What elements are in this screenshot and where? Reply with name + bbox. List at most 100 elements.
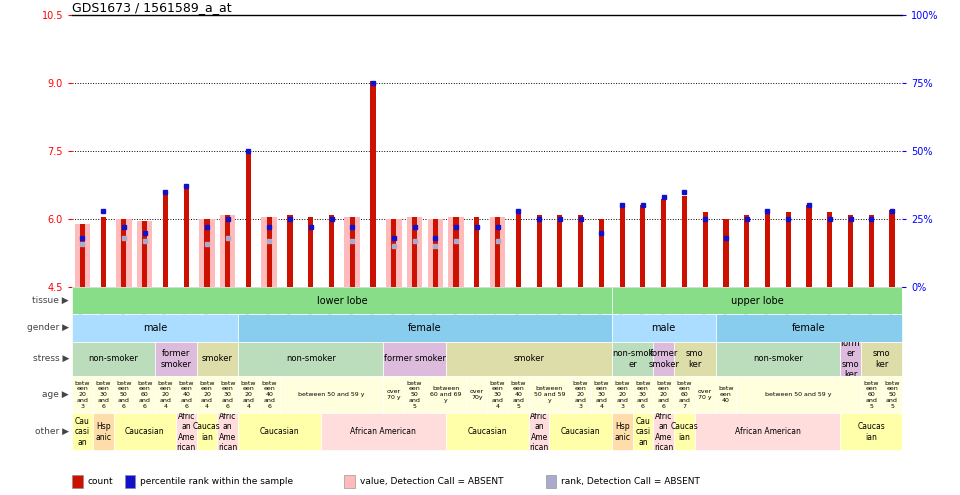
Bar — [744, 214, 750, 287]
Bar — [176, 376, 197, 413]
Bar — [654, 342, 674, 376]
Bar — [654, 413, 674, 450]
Bar — [204, 219, 209, 287]
Text: Cau
casi
an: Cau casi an — [636, 417, 651, 447]
Bar — [785, 212, 791, 287]
Text: betw
een
20
and
4: betw een 20 and 4 — [157, 381, 173, 409]
Text: former
smoker: former smoker — [648, 349, 679, 369]
Bar — [72, 314, 238, 342]
Bar — [848, 214, 853, 287]
Text: Caucasian: Caucasian — [260, 427, 300, 437]
Bar — [142, 221, 147, 287]
Bar — [113, 413, 176, 450]
Text: non-smoker: non-smoker — [286, 354, 336, 363]
Bar — [113, 376, 134, 413]
Text: Cau
casi
an: Cau casi an — [75, 417, 90, 447]
Bar — [467, 376, 487, 413]
Text: betw
een
40
and
5: betw een 40 and 5 — [511, 381, 526, 409]
Bar — [220, 214, 235, 287]
Text: female: female — [408, 323, 442, 333]
Text: Hsp
anic: Hsp anic — [614, 422, 630, 442]
Bar — [453, 217, 459, 287]
Text: between
60 and 69
y: between 60 and 69 y — [430, 387, 462, 403]
Text: betw
een
20
and
3: betw een 20 and 3 — [573, 381, 588, 409]
Bar — [176, 413, 197, 450]
Bar — [72, 413, 93, 450]
Bar — [591, 376, 612, 413]
Text: African American: African American — [350, 427, 417, 437]
Bar — [619, 203, 625, 287]
Bar — [695, 413, 840, 450]
Bar — [806, 205, 811, 287]
Bar — [674, 376, 695, 413]
Text: between
50 and 59
y: between 50 and 59 y — [534, 387, 565, 403]
Bar — [448, 217, 464, 287]
Bar — [279, 376, 383, 413]
Text: betw
een
40
and
6: betw een 40 and 6 — [261, 381, 277, 409]
Bar — [287, 214, 293, 287]
Bar — [612, 413, 633, 450]
Bar — [695, 376, 715, 413]
Bar — [225, 214, 230, 287]
Bar — [238, 413, 321, 450]
Bar — [197, 376, 217, 413]
Text: between 50 and 59 y: between 50 and 59 y — [765, 392, 832, 397]
Bar — [578, 214, 584, 287]
Text: non-smoker: non-smoker — [88, 354, 138, 363]
Text: form
er
smo
ker: form er smo ker — [841, 339, 860, 379]
Bar — [599, 219, 604, 287]
Bar — [238, 376, 259, 413]
Text: African American: African American — [734, 427, 801, 437]
Text: value, Detection Call = ABSENT: value, Detection Call = ABSENT — [360, 477, 503, 486]
Text: Caucas
ian: Caucas ian — [670, 422, 698, 442]
Text: betw
een
20
and
3: betw een 20 and 3 — [75, 381, 90, 409]
Text: betw
een
20
and
4: betw een 20 and 4 — [241, 381, 256, 409]
Text: male: male — [143, 323, 167, 333]
Text: percentile rank within the sample: percentile rank within the sample — [140, 477, 294, 486]
Text: other ▶: other ▶ — [36, 427, 69, 437]
Bar — [156, 376, 176, 413]
Bar — [529, 413, 549, 450]
Text: non-smoker: non-smoker — [753, 354, 803, 363]
Text: betw
een
20
and
6: betw een 20 and 6 — [656, 381, 671, 409]
Bar — [199, 219, 215, 287]
Bar — [495, 217, 500, 287]
Text: Caucasian: Caucasian — [561, 427, 600, 437]
Bar — [537, 214, 541, 287]
Bar — [474, 217, 479, 287]
Bar — [570, 376, 591, 413]
Bar — [557, 214, 563, 287]
Text: smo
ker: smo ker — [686, 349, 704, 369]
Bar — [72, 287, 612, 314]
Bar — [715, 376, 736, 413]
Bar — [93, 413, 113, 450]
Text: betw
een
30
and
6: betw een 30 and 6 — [636, 381, 651, 409]
Bar — [121, 219, 127, 287]
Text: Hsp
anic: Hsp anic — [95, 422, 111, 442]
Bar — [134, 376, 155, 413]
Bar — [345, 217, 360, 287]
Text: Afric
an
Ame
rican: Afric an Ame rican — [218, 412, 237, 452]
Bar — [329, 214, 334, 287]
Text: smoker: smoker — [202, 354, 233, 363]
Bar — [445, 413, 529, 450]
Bar — [217, 413, 238, 450]
Bar — [682, 197, 687, 287]
Bar — [163, 190, 168, 287]
Bar — [445, 342, 612, 376]
Bar — [261, 217, 277, 287]
Bar — [715, 342, 840, 376]
Bar — [889, 210, 895, 287]
Bar — [703, 212, 708, 287]
Text: over
70 y: over 70 y — [698, 390, 712, 400]
Bar — [633, 413, 653, 450]
Text: lower lobe: lower lobe — [317, 296, 367, 306]
Bar — [391, 219, 396, 287]
Text: male: male — [652, 323, 676, 333]
Text: betw
een
20
and
3: betw een 20 and 3 — [614, 381, 630, 409]
Text: smoker: smoker — [514, 354, 544, 363]
Text: betw
een
20
and
4: betw een 20 and 4 — [199, 381, 215, 409]
Bar — [75, 224, 90, 287]
Bar — [425, 376, 467, 413]
Text: betw
een
50
and
6: betw een 50 and 6 — [116, 381, 132, 409]
